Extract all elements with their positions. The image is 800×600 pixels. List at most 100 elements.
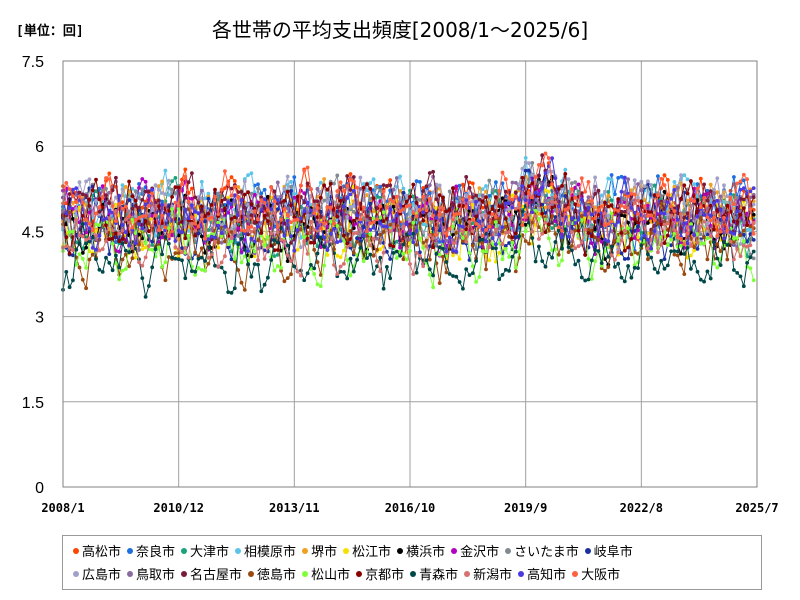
legend-marker (356, 570, 363, 577)
data-point (715, 176, 720, 181)
data-point (652, 218, 657, 223)
data-point (665, 221, 670, 226)
data-point (351, 175, 356, 179)
data-point (249, 191, 254, 196)
data-point (153, 234, 158, 238)
data-point (656, 270, 660, 275)
data-point (470, 202, 475, 207)
data-point (451, 274, 455, 278)
data-point (371, 209, 376, 214)
data-point (447, 272, 452, 276)
data-point (256, 224, 260, 229)
data-point (315, 206, 320, 210)
data-point (355, 185, 359, 190)
grid-lines (63, 61, 757, 487)
data-point (606, 204, 611, 209)
data-point (256, 186, 260, 191)
data-point (705, 257, 710, 262)
data-point (391, 187, 396, 192)
data-point (219, 231, 224, 236)
data-point (702, 279, 706, 284)
data-point (589, 241, 594, 246)
data-point (705, 198, 710, 203)
data-point (613, 192, 617, 197)
data-point (695, 247, 700, 251)
data-point (679, 173, 683, 178)
data-point (246, 190, 251, 195)
data-point (646, 252, 650, 257)
data-point (203, 268, 208, 273)
data-point (725, 243, 730, 247)
data-point (447, 189, 452, 194)
data-point (348, 172, 353, 176)
data-point (166, 212, 171, 217)
data-point (626, 220, 630, 225)
data-point (480, 249, 485, 254)
data-point (698, 194, 703, 199)
data-point (656, 193, 660, 198)
data-point (190, 186, 194, 191)
data-point (748, 224, 753, 229)
data-point (97, 267, 102, 272)
data-point (503, 177, 508, 182)
data-point (626, 264, 630, 268)
data-point (689, 197, 693, 202)
data-point (593, 175, 597, 180)
data-point (679, 243, 683, 248)
data-point (593, 245, 597, 249)
data-point (665, 233, 670, 238)
data-point (431, 213, 435, 218)
data-point (408, 194, 412, 199)
data-point (90, 213, 95, 218)
data-point (530, 161, 535, 165)
data-point (530, 210, 535, 215)
data-point (748, 232, 753, 236)
data-point (530, 236, 535, 240)
data-point (302, 235, 307, 240)
data-point (705, 215, 710, 220)
data-point (517, 202, 521, 207)
data-point (513, 190, 518, 195)
data-point (242, 179, 247, 184)
data-point (705, 269, 710, 274)
data-point (275, 240, 280, 245)
data-point (71, 194, 75, 199)
x-tick-label: 2010/12 (153, 501, 204, 515)
data-point (358, 217, 363, 222)
data-point (67, 210, 72, 215)
data-point (685, 191, 690, 196)
data-point (160, 235, 165, 240)
data-point (285, 206, 290, 211)
data-point (609, 173, 614, 177)
data-point (295, 217, 300, 222)
data-point (368, 201, 373, 206)
data-point (74, 206, 79, 211)
data-point (375, 201, 379, 206)
data-point (312, 199, 317, 204)
data-point (87, 177, 92, 182)
data-point (80, 222, 85, 226)
data-point (127, 250, 131, 255)
data-point (484, 205, 488, 210)
data-point (166, 209, 171, 214)
data-point (77, 205, 82, 210)
legend-marker (302, 570, 309, 577)
data-point (527, 168, 531, 173)
data-point (401, 242, 406, 247)
data-point (705, 232, 710, 237)
data-point (315, 234, 320, 239)
data-point (427, 267, 432, 272)
data-point (371, 272, 376, 276)
data-point (147, 284, 151, 288)
data-point (262, 213, 267, 218)
data-point (497, 232, 502, 237)
data-point (695, 240, 700, 245)
data-point (345, 215, 350, 219)
data-point (702, 182, 706, 187)
data-point (206, 261, 211, 266)
data-point (90, 235, 95, 240)
data-point (715, 256, 720, 261)
data-point (285, 174, 290, 179)
data-point (77, 233, 82, 238)
data-point (226, 245, 231, 250)
